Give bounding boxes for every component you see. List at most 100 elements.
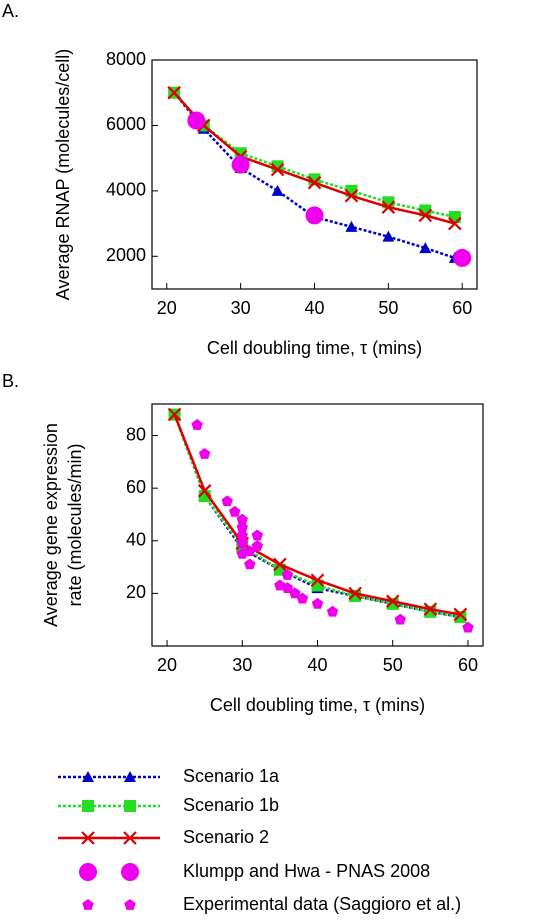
series-line — [173, 91, 456, 219]
marker — [187, 111, 206, 130]
marker-stroke — [423, 602, 438, 616]
series-line — [173, 414, 461, 619]
marker — [236, 513, 248, 525]
marker — [453, 607, 468, 622]
marker — [244, 545, 256, 557]
x-tick-label: 20 — [157, 655, 177, 675]
marker — [326, 605, 339, 617]
marker — [167, 407, 182, 422]
marker — [281, 582, 294, 593]
y-tick-label: 6000 — [106, 114, 146, 134]
marker — [296, 592, 309, 604]
marker — [345, 220, 358, 232]
x-tick-label: 50 — [383, 655, 403, 675]
legend-marker — [121, 863, 139, 881]
panel-label: B. — [2, 371, 19, 391]
marker-stroke — [310, 573, 325, 588]
marker — [344, 188, 359, 203]
marker — [273, 557, 287, 572]
legend-marker — [124, 800, 136, 812]
y-tick-label: 20 — [126, 582, 146, 602]
marker-stroke — [167, 407, 182, 422]
legend-label: Experimental data (Saggioro et al.) — [183, 894, 461, 914]
marker — [198, 447, 211, 459]
marker — [381, 200, 396, 214]
x-tick-label: 40 — [304, 298, 324, 318]
y-tick-label: 40 — [126, 530, 146, 550]
marker — [448, 216, 462, 231]
marker — [231, 155, 250, 174]
marker — [229, 505, 241, 517]
marker — [236, 537, 248, 549]
legend-marker — [124, 899, 136, 910]
marker — [385, 594, 400, 609]
x-tick-label: 30 — [231, 298, 251, 318]
legend-label: Scenario 1a — [183, 766, 280, 786]
marker-stroke — [167, 85, 181, 100]
marker-stroke — [418, 208, 433, 223]
y-tick-label: 2000 — [106, 245, 146, 265]
marker — [311, 597, 324, 609]
marker — [167, 85, 181, 100]
x-tick-label: 30 — [232, 655, 252, 675]
marker — [221, 495, 233, 507]
y-tick-label: 80 — [126, 424, 146, 444]
marker-stroke — [381, 200, 396, 214]
marker — [289, 587, 301, 599]
legend-sample — [79, 863, 139, 881]
marker-stroke — [344, 188, 359, 203]
marker — [251, 540, 264, 551]
legend-sample — [58, 771, 160, 782]
marker — [244, 558, 256, 570]
legend-marker — [82, 899, 94, 910]
marker — [423, 602, 438, 616]
marker — [310, 573, 325, 588]
marker — [191, 419, 203, 430]
x-tick-label: 50 — [378, 298, 398, 318]
legend-marker — [82, 771, 94, 782]
legend-sample — [58, 800, 160, 812]
legend-sample — [82, 899, 136, 910]
legend-label: Scenario 2 — [183, 827, 269, 847]
marker-stroke — [348, 586, 362, 601]
legend-marker — [123, 831, 137, 845]
legend-sample — [58, 831, 160, 845]
marker-stroke — [307, 175, 322, 190]
marker — [271, 184, 284, 196]
marker-stroke — [273, 557, 287, 572]
x-tick-label: 60 — [452, 298, 472, 318]
marker — [462, 621, 474, 633]
marker — [418, 208, 433, 223]
y-tick-label: 60 — [126, 477, 146, 497]
x-tick-label: 20 — [157, 298, 177, 318]
y-tick-label: 4000 — [106, 180, 146, 200]
marker-stroke — [197, 484, 212, 498]
marker — [197, 484, 212, 498]
marker — [281, 568, 294, 580]
marker — [236, 521, 248, 533]
marker — [394, 613, 406, 625]
marker — [348, 586, 362, 601]
x-axis-label: Cell doubling time, τ (mins) — [210, 695, 425, 715]
marker — [382, 230, 395, 242]
legend-label: Klumpp and Hwa - PNAS 2008 — [183, 861, 430, 881]
y-axis-label: Average RNAP (molecules/cell) — [53, 49, 73, 300]
marker-stroke — [385, 594, 400, 609]
panel-label: A. — [2, 1, 19, 21]
series-line — [173, 91, 456, 260]
legend-label: Scenario 1b — [183, 795, 279, 815]
legend-marker — [81, 831, 95, 845]
y-axis-label: Average gene expression — [41, 423, 61, 627]
y-tick-label: 8000 — [106, 49, 146, 69]
marker — [419, 242, 432, 254]
legend-marker — [82, 800, 94, 812]
marker — [236, 529, 248, 541]
marker-stroke — [448, 216, 462, 231]
marker — [305, 206, 324, 225]
legend-marker — [79, 863, 97, 881]
marker — [307, 175, 322, 190]
x-tick-label: 40 — [307, 655, 327, 675]
marker-stroke — [453, 607, 468, 622]
series-line — [173, 91, 456, 225]
